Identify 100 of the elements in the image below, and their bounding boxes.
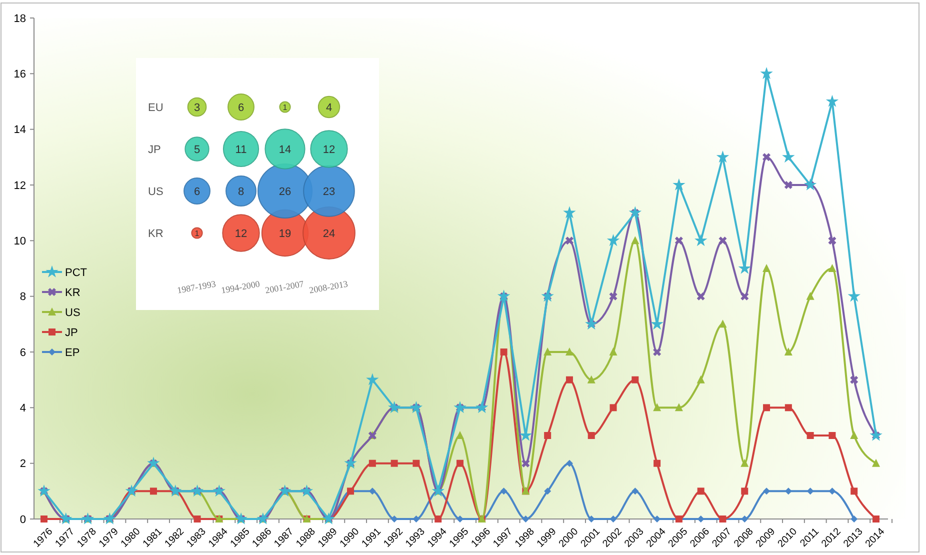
point [125,484,138,497]
point [300,484,314,497]
point [828,264,836,272]
point [697,516,704,522]
point [653,348,662,356]
data-label: 12 [322,144,336,156]
point [497,290,510,302]
point [674,236,683,245]
point [762,153,771,162]
point [716,150,730,163]
point [610,516,617,522]
point [412,516,420,522]
point [718,236,727,245]
legend-label: EP [65,346,80,359]
point [872,516,880,522]
data-label: 1 [282,102,288,112]
point [368,488,376,495]
point [60,512,72,524]
point [826,94,839,107]
point [763,404,770,412]
data-label: 4 [326,102,332,114]
point [784,488,792,495]
point [784,181,792,189]
category-label: 2008-2013 [308,278,350,296]
data-label: 24 [322,228,336,240]
point [850,516,858,522]
point [784,404,792,412]
point [544,348,552,356]
point [544,488,552,495]
point [740,292,749,300]
point [212,484,226,497]
point [872,458,880,467]
point [762,264,771,272]
point [804,178,817,190]
y-tick-label: 12 [14,180,26,192]
point [632,488,639,495]
point [103,512,116,524]
point [390,516,398,522]
point [848,290,860,302]
point [696,292,705,300]
point [870,428,882,441]
data-label: 6 [238,102,244,114]
point [760,66,773,80]
point [784,348,792,356]
legend-label: KR [65,286,80,299]
point [190,484,204,497]
legend-label: US [65,306,80,319]
point [410,400,423,414]
point [544,432,552,439]
point [566,376,573,384]
point [588,432,595,439]
y-tick-label: 14 [14,124,26,136]
point [696,375,705,384]
point [610,404,617,412]
data-label: 1 [194,228,200,238]
y-tick-label: 2 [20,458,26,470]
point [278,484,292,497]
point [628,206,642,218]
point [565,348,574,356]
point [806,432,814,439]
point [390,460,398,467]
data-label: 8 [238,186,244,198]
category-label: 1987-1993 [176,278,218,296]
point [541,290,554,302]
data-label: 19 [278,228,292,240]
point [522,459,530,468]
point [368,460,376,467]
point [697,488,704,495]
legend-label: JP [65,326,78,339]
data-label: 11 [235,144,247,156]
data-label: 26 [278,186,292,198]
y-tick-label: 6 [20,346,26,359]
point [565,236,574,245]
point [650,317,664,330]
point [806,292,814,300]
point [632,376,639,384]
point [828,488,836,495]
point [587,375,596,384]
point [256,512,270,524]
y-tick-label: 10 [14,236,26,248]
point [432,484,444,497]
text: KR [148,228,164,240]
point [609,292,618,300]
point [828,432,836,439]
text: EU [148,102,164,114]
category-label: 1994-2000 [220,278,262,296]
point [434,516,442,522]
point [456,431,464,439]
point [609,348,618,356]
point [344,456,357,469]
point [741,488,748,495]
point [606,234,620,246]
point [366,373,379,386]
point [588,516,595,522]
data-label: 14 [278,144,292,156]
y-tick-label: 18 [14,12,26,25]
category-label: 2001-2007 [264,278,306,296]
point [194,516,201,522]
series-label: US [148,186,164,198]
point [500,348,508,356]
